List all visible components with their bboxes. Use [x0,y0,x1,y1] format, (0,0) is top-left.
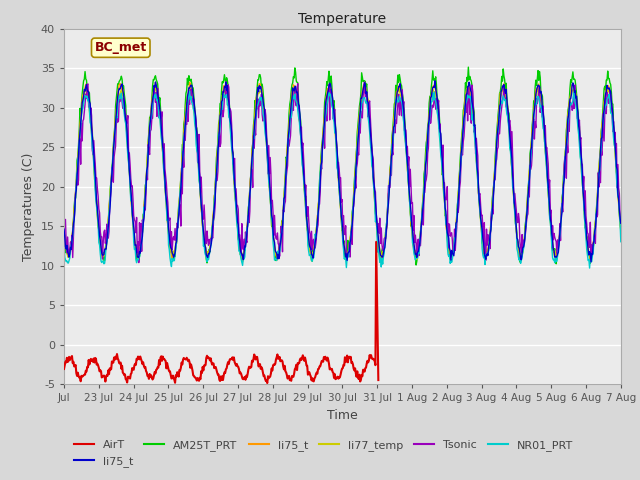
Legend: AirT, li75_t, AM25T_PRT, li75_t, li77_temp, Tsonic, NR01_PRT: AirT, li75_t, AM25T_PRT, li75_t, li77_te… [70,436,577,471]
Y-axis label: Temperatures (C): Temperatures (C) [22,152,35,261]
Title: Temperature: Temperature [298,12,387,26]
X-axis label: Time: Time [327,408,358,421]
Text: BC_met: BC_met [95,41,147,54]
